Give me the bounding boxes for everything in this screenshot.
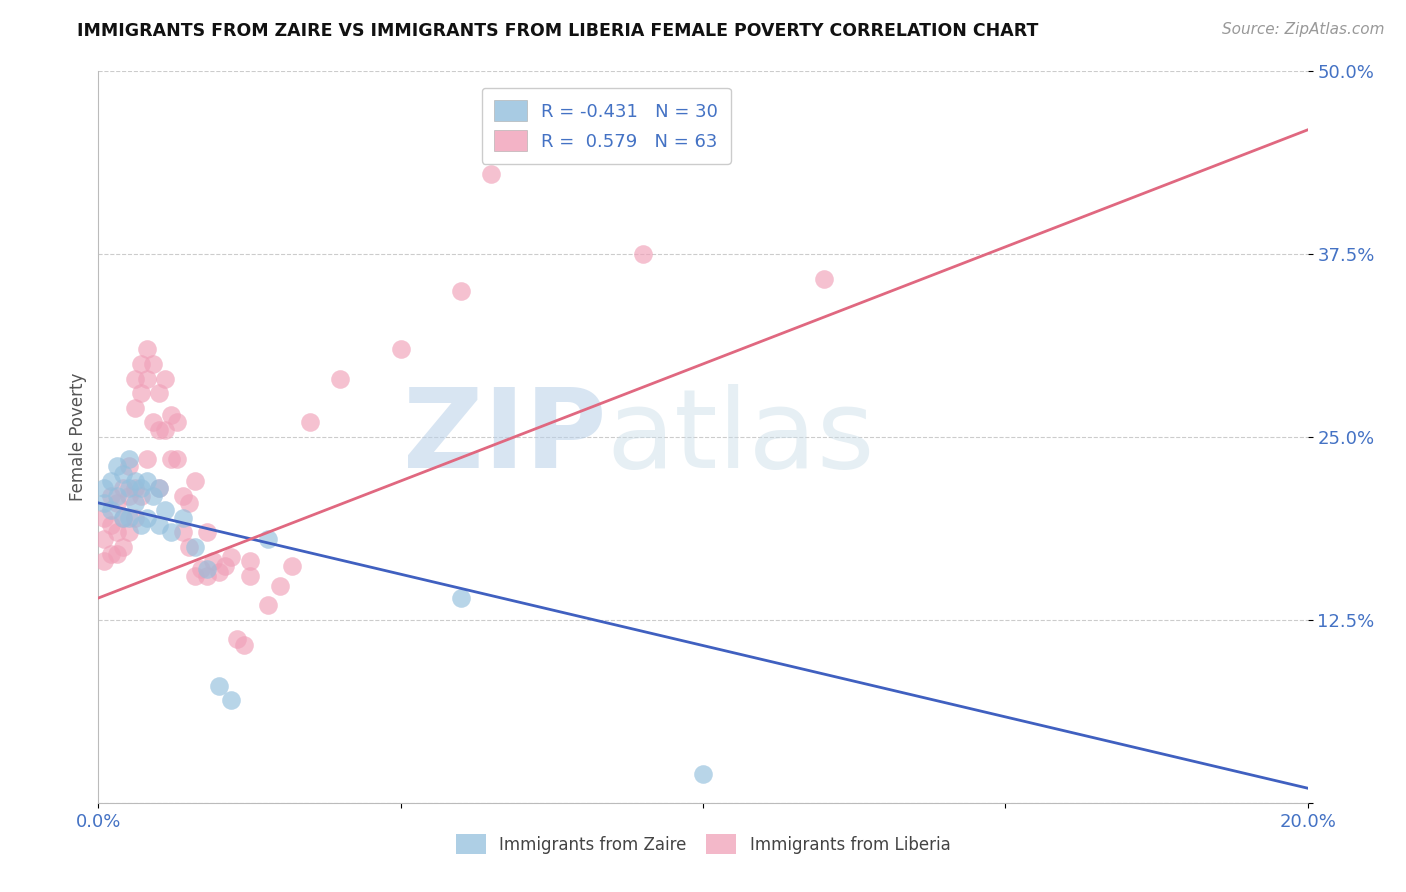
Point — [269, 579, 291, 593]
Point — [135, 474, 157, 488]
Point — [166, 452, 188, 467]
Point — [93, 533, 115, 547]
Point — [118, 452, 141, 467]
Point — [195, 562, 218, 576]
Point — [105, 547, 128, 561]
Point — [93, 554, 115, 568]
Point — [214, 558, 236, 573]
Point — [450, 591, 472, 605]
Point — [172, 489, 194, 503]
Point — [184, 540, 207, 554]
Point — [221, 693, 243, 707]
Point — [100, 503, 122, 517]
Legend: Immigrants from Zaire, Immigrants from Liberia: Immigrants from Zaire, Immigrants from L… — [449, 828, 957, 860]
Point — [129, 489, 152, 503]
Point — [256, 533, 278, 547]
Point — [692, 766, 714, 780]
Point — [135, 510, 157, 524]
Point — [172, 525, 194, 540]
Point — [129, 386, 152, 401]
Point — [135, 371, 157, 385]
Point — [105, 489, 128, 503]
Point — [105, 459, 128, 474]
Point — [160, 408, 183, 422]
Point — [124, 371, 146, 385]
Point — [148, 386, 170, 401]
Point — [184, 569, 207, 583]
Point — [160, 452, 183, 467]
Point — [226, 632, 249, 646]
Point — [172, 510, 194, 524]
Point — [481, 167, 503, 181]
Point — [124, 481, 146, 495]
Point — [105, 496, 128, 510]
Point — [111, 510, 134, 524]
Point — [100, 517, 122, 532]
Point — [118, 459, 141, 474]
Point — [142, 489, 165, 503]
Point — [202, 554, 225, 568]
Point — [124, 401, 146, 415]
Point — [299, 416, 322, 430]
Point — [184, 474, 207, 488]
Point — [256, 599, 278, 613]
Point — [631, 247, 654, 261]
Point — [100, 474, 122, 488]
Point — [179, 540, 201, 554]
Point — [148, 517, 170, 532]
Point — [142, 357, 165, 371]
Point — [153, 423, 176, 437]
Point — [148, 481, 170, 495]
Point — [124, 474, 146, 488]
Point — [148, 481, 170, 495]
Point — [118, 489, 141, 503]
Point — [239, 569, 262, 583]
Point — [142, 416, 165, 430]
Point — [111, 467, 134, 481]
Text: ZIP: ZIP — [404, 384, 606, 491]
Point — [129, 481, 152, 495]
Point — [124, 496, 146, 510]
Point — [166, 416, 188, 430]
Point — [179, 496, 201, 510]
Point — [118, 481, 141, 495]
Point — [389, 343, 412, 357]
Point — [329, 371, 352, 385]
Point — [100, 547, 122, 561]
Point — [232, 638, 254, 652]
Point — [105, 525, 128, 540]
Point — [195, 569, 218, 583]
Point — [111, 510, 134, 524]
Point — [153, 371, 176, 385]
Text: Source: ZipAtlas.com: Source: ZipAtlas.com — [1222, 22, 1385, 37]
Point — [195, 525, 218, 540]
Point — [153, 503, 176, 517]
Y-axis label: Female Poverty: Female Poverty — [69, 373, 87, 501]
Point — [135, 343, 157, 357]
Point — [93, 496, 115, 510]
Point — [160, 525, 183, 540]
Point — [148, 423, 170, 437]
Point — [118, 510, 141, 524]
Point — [221, 549, 243, 564]
Point — [190, 562, 212, 576]
Text: IMMIGRANTS FROM ZAIRE VS IMMIGRANTS FROM LIBERIA FEMALE POVERTY CORRELATION CHAR: IMMIGRANTS FROM ZAIRE VS IMMIGRANTS FROM… — [77, 22, 1039, 40]
Point — [450, 284, 472, 298]
Point — [93, 481, 115, 495]
Text: atlas: atlas — [606, 384, 875, 491]
Point — [111, 540, 134, 554]
Point — [208, 565, 231, 579]
Point — [124, 510, 146, 524]
Point — [93, 510, 115, 524]
Point — [100, 489, 122, 503]
Point — [281, 558, 304, 573]
Point — [129, 517, 152, 532]
Point — [118, 525, 141, 540]
Point — [111, 481, 134, 495]
Point — [208, 679, 231, 693]
Point — [135, 452, 157, 467]
Point — [813, 272, 835, 286]
Point — [239, 554, 262, 568]
Point — [129, 357, 152, 371]
